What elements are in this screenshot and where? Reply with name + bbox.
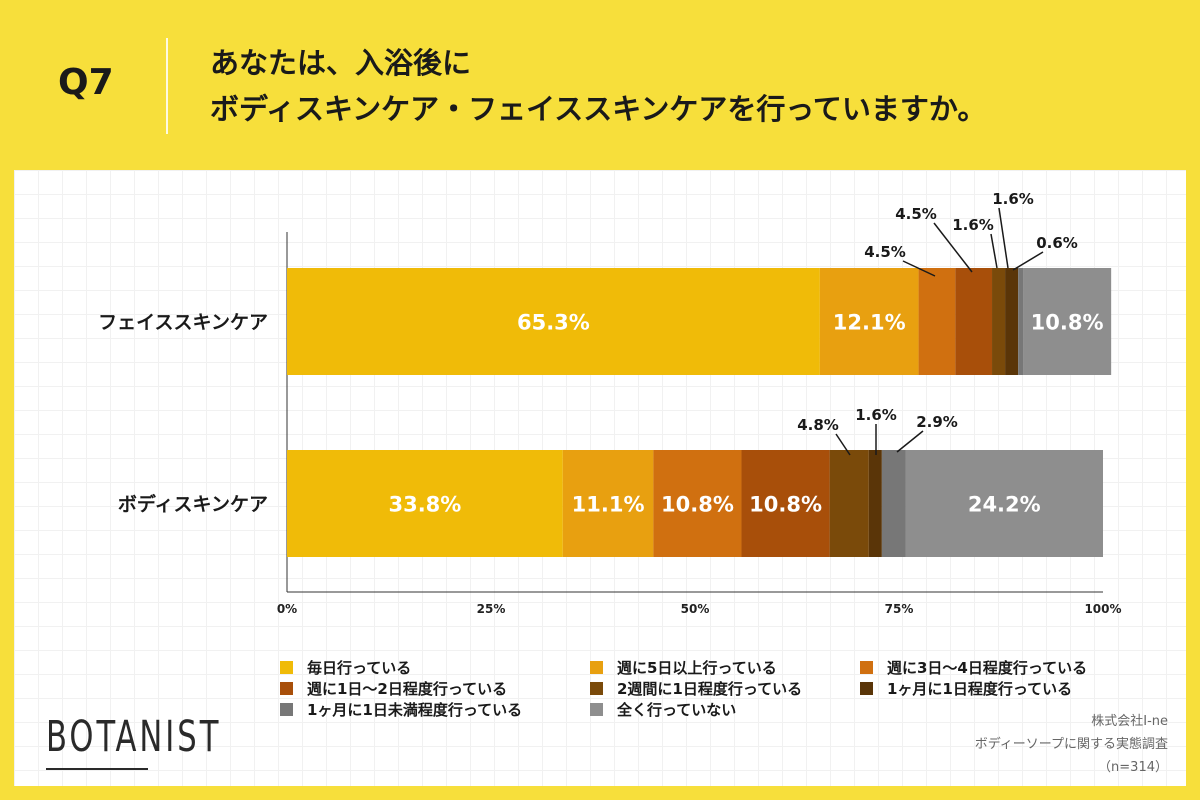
legend-label: 全く行っていない bbox=[617, 701, 737, 719]
legend-swatch bbox=[280, 661, 293, 674]
leader-line bbox=[998, 207, 1009, 269]
question-title: あなたは、入浴後に ボディスキンケア・フェイススキンケアを行っていますか。 bbox=[210, 40, 986, 132]
bar-segment bbox=[905, 450, 1103, 557]
category-label: ボディスキンケア bbox=[118, 493, 268, 516]
legend-label: 週に3日〜4日程度行っている bbox=[887, 659, 1088, 677]
category-label: フェイススキンケア bbox=[98, 312, 268, 334]
data-label: 11.1% bbox=[572, 493, 645, 517]
data-label: 1.6% bbox=[952, 216, 994, 234]
bar-segment bbox=[562, 450, 654, 557]
x-tick-label: 75% bbox=[885, 602, 914, 616]
legend-swatch bbox=[280, 703, 293, 716]
source-survey: ボディーソープに関する実態調査 bbox=[974, 737, 1168, 752]
legend-item: 1ヶ月に1日程度行っている bbox=[860, 679, 1160, 698]
bar-segment bbox=[1023, 268, 1112, 375]
data-label: 10.8% bbox=[1031, 311, 1104, 335]
legend-swatch bbox=[590, 703, 603, 716]
data-label: 4.5% bbox=[864, 243, 906, 261]
bar-segment bbox=[1018, 268, 1024, 375]
bar-segment bbox=[955, 268, 993, 375]
source-sample-size: （n=314） bbox=[1098, 760, 1168, 775]
bar-segment bbox=[829, 450, 869, 557]
header-divider bbox=[166, 38, 168, 134]
data-label: 2.9% bbox=[916, 413, 958, 431]
legend-label: 週に1日〜2日程度行っている bbox=[307, 680, 508, 698]
legend-label: 1ヶ月に1日未満程度行っている bbox=[307, 701, 523, 719]
legend-item: 1ヶ月に1日未満程度行っている bbox=[280, 700, 590, 719]
data-label: 1.6% bbox=[855, 406, 897, 424]
bar-segment bbox=[918, 268, 956, 375]
bar-segment bbox=[653, 450, 742, 557]
bar-segment bbox=[992, 268, 1006, 375]
legend-label: 2週間に1日程度行っている bbox=[617, 680, 803, 698]
data-label: 33.8% bbox=[388, 493, 461, 517]
data-label: 4.5% bbox=[895, 205, 937, 223]
data-label: 65.3% bbox=[517, 311, 590, 335]
legend-item: 2週間に1日程度行っている bbox=[590, 679, 860, 698]
legend-item: 週に1日〜2日程度行っている bbox=[280, 679, 590, 698]
bar-segment bbox=[819, 268, 919, 375]
legend-swatch bbox=[590, 682, 603, 695]
source-note: 株式会社I-ne ボディーソープに関する実態調査 （n=314） bbox=[975, 710, 1168, 779]
x-tick-label: 0% bbox=[277, 602, 297, 616]
x-tick-label: 50% bbox=[681, 602, 710, 616]
data-label: 10.8% bbox=[661, 493, 734, 517]
leader-line bbox=[933, 222, 973, 273]
logo-underline bbox=[46, 768, 148, 770]
bar-segment bbox=[287, 268, 820, 375]
data-label: 12.1% bbox=[833, 311, 906, 335]
data-label: 10.8% bbox=[749, 493, 822, 517]
leader-line bbox=[896, 430, 924, 453]
legend-label: 1ヶ月に1日程度行っている bbox=[887, 680, 1073, 698]
legend-swatch bbox=[860, 661, 873, 674]
legend-item: 全く行っていない bbox=[590, 700, 860, 719]
legend-label: 毎日行っている bbox=[307, 659, 412, 677]
bar-segment bbox=[741, 450, 830, 557]
question-number: Q7 bbox=[58, 62, 114, 103]
data-label: 24.2% bbox=[968, 493, 1041, 517]
chart-legend: 毎日行っている 週に5日以上行っている 週に3日〜4日程度行っている週に1日〜2日程… bbox=[280, 658, 1160, 719]
bar-segment bbox=[1005, 268, 1019, 375]
bar-segment bbox=[287, 450, 563, 557]
bar-segment bbox=[881, 450, 906, 557]
leader-line bbox=[1012, 251, 1044, 271]
legend-swatch bbox=[280, 682, 293, 695]
question-title-line2: ボディスキンケア・フェイススキンケアを行っていますか。 bbox=[210, 92, 987, 126]
leader-line bbox=[835, 433, 851, 456]
botanist-logo: BOTANIST bbox=[46, 712, 222, 762]
data-label: 1.6% bbox=[992, 190, 1034, 208]
leader-line bbox=[902, 260, 936, 277]
data-label: 4.8% bbox=[797, 416, 839, 434]
x-tick-label: 25% bbox=[477, 602, 506, 616]
question-title-line1: あなたは、入浴後に bbox=[210, 46, 472, 80]
legend-swatch bbox=[590, 661, 603, 674]
bar-segment bbox=[868, 450, 882, 557]
legend-item: 週に3日〜4日程度行っている bbox=[860, 658, 1160, 677]
data-label: 0.6% bbox=[1036, 234, 1078, 252]
x-tick-label: 100% bbox=[1084, 602, 1121, 616]
legend-label: 週に5日以上行っている bbox=[617, 659, 777, 677]
leader-line bbox=[990, 233, 998, 269]
legend-item: 毎日行っている bbox=[280, 658, 590, 677]
source-company: 株式会社I-ne bbox=[1091, 714, 1168, 729]
legend-swatch bbox=[860, 682, 873, 695]
legend-item: 週に5日以上行っている bbox=[590, 658, 860, 677]
